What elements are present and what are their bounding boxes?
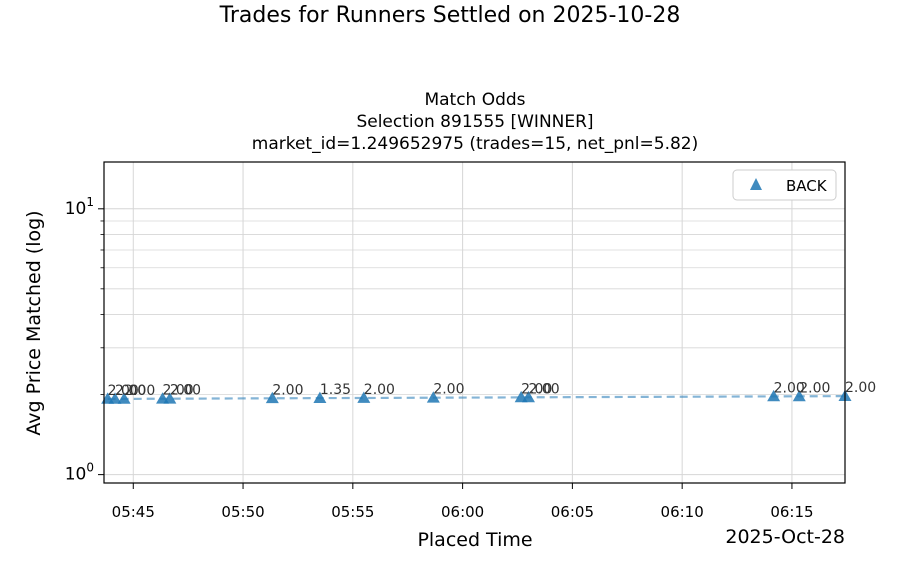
axes-title: Match Odds Selection 891555 [WINNER] mar… — [252, 90, 698, 154]
axes-title-line-1: Match Odds — [424, 90, 525, 110]
y-axis-label: Avg Price Matched (log) — [23, 210, 45, 435]
data-point-marker — [313, 391, 327, 404]
data-point-label: 2.00 — [799, 380, 830, 396]
x-axis-ticks: 05:45 05:50 05:55 06:00 06:05 06:10 06:15 — [112, 483, 814, 521]
data-point-label: 1.35 — [320, 382, 351, 398]
grid — [104, 162, 845, 483]
data-point-label: 2.00 — [124, 383, 155, 399]
data-point-marker — [108, 392, 122, 404]
data-point-label: 2.00 — [115, 383, 146, 399]
legend-box — [732, 169, 837, 201]
y-tick-label: 101 — [65, 195, 94, 219]
x-tick-label: 05:50 — [221, 503, 264, 521]
data-point-marker — [767, 389, 781, 402]
data-point-label: 2.00 — [108, 383, 139, 399]
figure-suptitle: Trades for Runners Settled on 2025-10-28 — [219, 3, 681, 28]
x-axis-label: Placed Time — [417, 529, 532, 551]
axes-title-line-3: market_id=1.249652975 (trades=15, net_pn… — [252, 134, 698, 154]
plot-frame — [103, 161, 846, 484]
data-point-label: 2.00 — [845, 380, 876, 396]
x-tick-label: 06:10 — [661, 503, 704, 521]
data-point-marker — [163, 392, 177, 404]
data-point-label: 2.00 — [433, 382, 464, 398]
y-tick-label: 100 — [65, 461, 94, 485]
data-labels: 2.002.002.00 2.002.00 2.00 1.35 2.00 2.00 2.00… — [108, 380, 877, 399]
data-point-label: 2.00 — [272, 382, 303, 398]
data-point-label: 2.00 — [521, 381, 552, 397]
data-point-marker — [117, 392, 131, 404]
data-point-label: 2.00 — [774, 380, 805, 396]
trend-line — [107, 395, 846, 400]
data-point-marker — [357, 391, 371, 403]
x-tick-label: 06:15 — [770, 503, 813, 521]
x-tick-label: 06:00 — [441, 503, 484, 521]
data-point-label: 2.00 — [528, 381, 559, 397]
data-point-marker — [521, 390, 535, 403]
data-point-label: 2.00 — [364, 382, 395, 398]
y-axis-ticks: 100 101 — [65, 195, 104, 485]
x-tick-label: 06:05 — [551, 503, 594, 521]
axes-title-line-2: Selection 891555 [WINNER] — [356, 112, 593, 132]
x-axis-offset-label: 2025-Oct-28 — [725, 526, 845, 548]
x-tick-label: 05:55 — [331, 503, 374, 521]
data-point-marker — [426, 391, 440, 403]
legend: BACK — [732, 169, 837, 201]
trend-line-path — [107, 395, 846, 400]
legend-entry-back: BACK — [786, 177, 828, 195]
data-point-label: 2.00 — [170, 383, 201, 399]
data-point-label: 2.00 — [163, 383, 194, 399]
legend-marker-back — [750, 178, 762, 190]
data-point-marker — [265, 391, 279, 404]
data-point-marker — [792, 389, 806, 402]
x-tick-label: 05:45 — [112, 503, 155, 521]
